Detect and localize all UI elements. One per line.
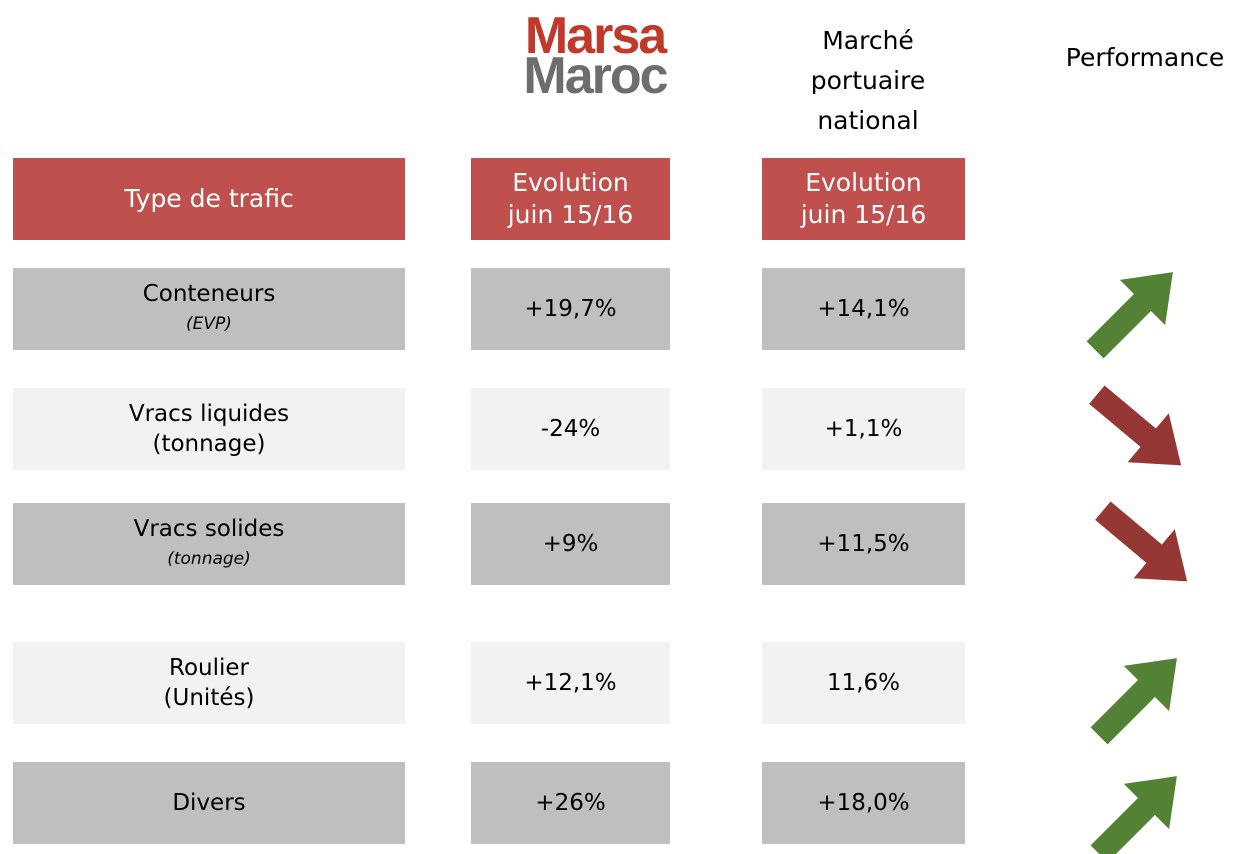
row-label: Vracs solides <box>133 516 285 542</box>
column-title: Performance <box>1065 42 1225 72</box>
row-label-cell: Conteneurs (EVP) <box>13 268 405 350</box>
logo: Marsa Maroc <box>490 7 700 105</box>
arrow-up <box>1072 249 1196 373</box>
arrow-down <box>1082 486 1208 606</box>
arrow-down <box>1076 370 1202 490</box>
national-value: 11,6% <box>762 642 965 724</box>
header-cell: Evolution juin 15/16 <box>471 158 670 240</box>
row-unit: (tonnage) <box>167 549 251 569</box>
national-value: +1,1% <box>762 388 965 470</box>
national-value: +14,1% <box>762 268 965 350</box>
logo-line: Maroc <box>523 47 668 105</box>
logo-line: Marsa <box>524 7 667 65</box>
header-line: juin 15/16 <box>507 200 634 229</box>
row-label-cell: Roulier (Unités) <box>13 642 405 724</box>
row-label-cell: Divers <box>13 762 405 844</box>
marsa-value: +19,7% <box>471 268 670 350</box>
marsa-value: +26% <box>471 762 670 844</box>
row-unit: (Unités) <box>163 685 255 711</box>
column-title: Marché portuaire national <box>810 26 926 135</box>
header-line: Evolution <box>805 168 922 197</box>
arrow-up <box>1076 635 1200 759</box>
header-cell: Type de trafic <box>13 158 405 240</box>
row-unit: (tonnage) <box>152 431 266 457</box>
marsa-value: +12,1% <box>471 642 670 724</box>
row-label: Divers <box>172 790 246 816</box>
header-line: Evolution <box>512 168 629 197</box>
header-cell: Evolution juin 15/16 <box>762 158 965 240</box>
row-label: Conteneurs <box>142 281 276 307</box>
national-value: +11,5% <box>762 503 965 585</box>
row-label: Vracs liquides <box>128 401 290 427</box>
marsa-value: +9% <box>471 503 670 585</box>
marsa-value: -24% <box>471 388 670 470</box>
national-value: +18,0% <box>762 762 965 844</box>
arrow-up <box>1076 753 1200 854</box>
row-unit: (EVP) <box>186 314 232 334</box>
row-label-cell: Vracs liquides (tonnage) <box>13 388 405 470</box>
row-label-cell: Vracs solides (tonnage) <box>13 503 405 585</box>
row-label: Roulier <box>169 655 249 681</box>
header-line: juin 15/16 <box>800 200 927 229</box>
